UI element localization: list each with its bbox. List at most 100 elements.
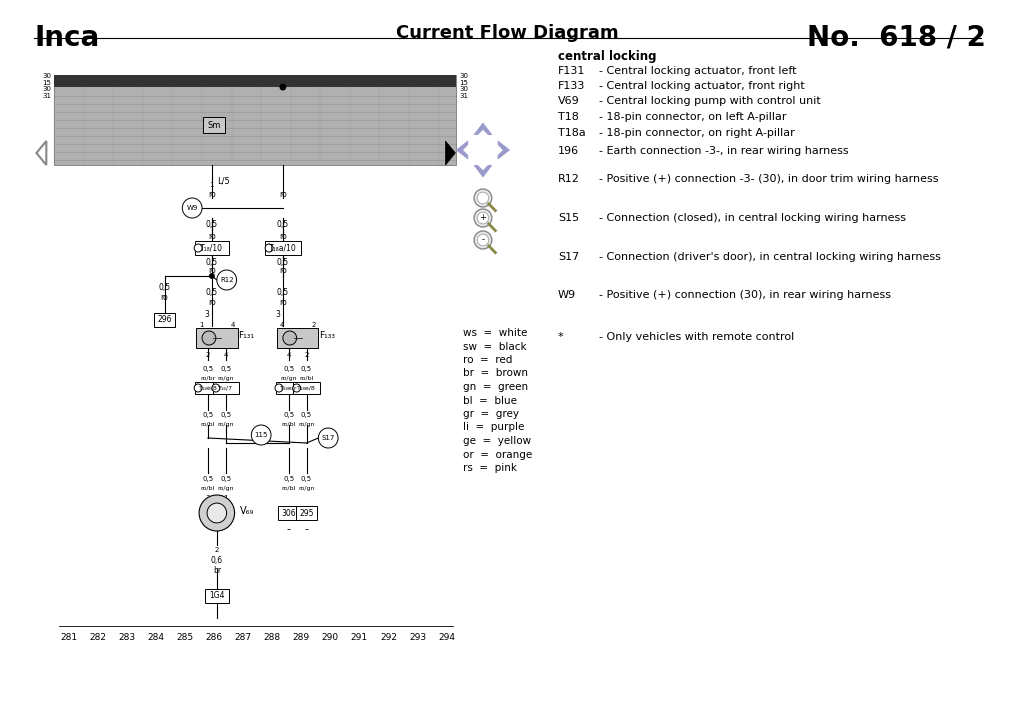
Text: 4: 4: [224, 352, 228, 358]
Text: W9: W9: [186, 205, 198, 211]
Text: 2: 2: [214, 547, 219, 553]
Text: 0,5: 0,5: [220, 366, 232, 372]
Text: - Central locking actuator, front right: - Central locking actuator, front right: [599, 81, 805, 91]
Circle shape: [251, 425, 271, 445]
Bar: [55, 75, 456, 165]
Text: ro  =  red: ro = red: [464, 355, 513, 365]
Circle shape: [318, 428, 338, 448]
Text: 0,5: 0,5: [277, 258, 289, 267]
Text: - Connection (closed), in central locking wiring harness: - Connection (closed), in central lockin…: [599, 213, 906, 223]
Text: -: -: [481, 235, 484, 245]
Text: 4: 4: [286, 352, 290, 358]
Circle shape: [212, 384, 219, 392]
Polygon shape: [499, 141, 510, 159]
Text: ro: ro: [208, 266, 215, 275]
Text: 290: 290: [321, 633, 339, 642]
Text: - Central locking pump with control unit: - Central locking pump with control unit: [599, 97, 821, 106]
Text: 0,5: 0,5: [283, 366, 295, 372]
Text: No.  618 / 2: No. 618 / 2: [806, 24, 986, 52]
Text: 31: 31: [459, 93, 469, 99]
Circle shape: [207, 503, 227, 523]
Text: -: -: [305, 524, 309, 534]
Text: 281: 281: [61, 633, 77, 642]
Text: ro/gn: ro/gn: [299, 486, 315, 491]
Text: Inca: Inca: [34, 24, 100, 52]
Text: ro: ro: [208, 232, 215, 241]
Text: S15: S15: [558, 213, 579, 223]
Text: central locking: central locking: [558, 50, 656, 63]
Text: Current Flow Diagram: Current Flow Diagram: [397, 24, 619, 42]
Bar: [55, 75, 456, 87]
Text: 4: 4: [231, 322, 235, 328]
Text: S17: S17: [558, 251, 579, 261]
Circle shape: [474, 209, 491, 227]
Text: 306: 306: [281, 508, 296, 518]
Text: R12: R12: [219, 277, 234, 283]
Circle shape: [217, 270, 237, 290]
Text: V₆₉: V₆₉: [240, 506, 253, 516]
Bar: [265, 241, 301, 255]
Text: 0,5: 0,5: [220, 412, 232, 418]
Text: ro: ro: [208, 298, 215, 307]
Circle shape: [283, 331, 297, 345]
Text: 295: 295: [300, 508, 314, 518]
Polygon shape: [446, 141, 455, 165]
Text: 288: 288: [264, 633, 281, 642]
Text: rs  =  pink: rs = pink: [464, 463, 517, 473]
Text: br  =  brown: br = brown: [464, 368, 528, 379]
Text: T₁₈e/8: T₁₈e/8: [199, 386, 217, 390]
Text: 15: 15: [459, 80, 469, 86]
Text: T₁₈/10: T₁₈/10: [201, 243, 224, 253]
Bar: [296, 506, 317, 520]
Bar: [213, 382, 239, 394]
Text: 2: 2: [206, 352, 210, 358]
Text: gn  =  green: gn = green: [464, 382, 528, 392]
Text: 286: 286: [206, 633, 222, 642]
Text: 0,5: 0,5: [301, 366, 312, 372]
Text: Sm: Sm: [207, 121, 220, 130]
Circle shape: [202, 331, 216, 345]
Circle shape: [199, 495, 235, 531]
Circle shape: [182, 198, 202, 218]
Text: ro: ro: [279, 190, 286, 199]
Bar: [205, 589, 229, 603]
Polygon shape: [474, 165, 491, 177]
Text: 1G4: 1G4: [209, 591, 225, 601]
Text: ro: ro: [279, 232, 286, 241]
Text: 15: 15: [42, 80, 52, 86]
Text: br: br: [213, 566, 220, 575]
Text: ro/gn: ro/gn: [217, 422, 234, 427]
Circle shape: [293, 384, 301, 392]
Circle shape: [209, 273, 215, 279]
Text: 30: 30: [459, 86, 469, 92]
Text: T18a: T18a: [558, 127, 586, 138]
Text: 4: 4: [280, 322, 284, 328]
Text: W9: W9: [558, 290, 576, 300]
Text: 0,5: 0,5: [203, 366, 213, 372]
Bar: [195, 241, 229, 255]
Text: gr  =  grey: gr = grey: [464, 409, 519, 419]
Text: li  =  purple: li = purple: [464, 422, 524, 432]
Text: ro: ro: [161, 293, 169, 302]
Text: - Earth connection -3-, in rear wiring harness: - Earth connection -3-, in rear wiring h…: [599, 146, 849, 156]
Text: 1: 1: [210, 182, 214, 188]
Text: T18: T18: [558, 112, 579, 122]
Text: T₁₈e/r: T₁₈e/r: [280, 386, 298, 390]
Text: 0,5: 0,5: [206, 258, 218, 267]
Text: ro: ro: [279, 298, 286, 307]
Text: F₁₃₁: F₁₃₁: [239, 331, 254, 339]
Text: 289: 289: [293, 633, 310, 642]
Circle shape: [474, 231, 491, 249]
Circle shape: [195, 244, 202, 252]
Text: ro/br: ro/br: [201, 376, 215, 381]
Text: - 18-pin connector, on left A-pillar: - 18-pin connector, on left A-pillar: [599, 112, 787, 122]
Text: - Positive (+) connection -3- (30), in door trim wiring harness: - Positive (+) connection -3- (30), in d…: [599, 174, 938, 184]
Text: L/5: L/5: [217, 176, 230, 185]
Bar: [196, 328, 238, 348]
Text: R12: R12: [558, 174, 580, 184]
Text: 282: 282: [90, 633, 106, 642]
Polygon shape: [36, 141, 46, 165]
Text: ro: ro: [208, 190, 215, 199]
Text: sw  =  black: sw = black: [464, 341, 527, 352]
Circle shape: [477, 212, 488, 223]
